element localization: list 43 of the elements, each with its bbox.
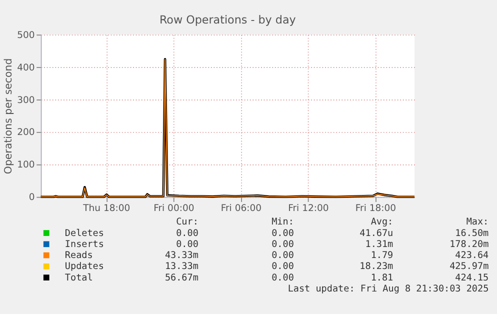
text: 1.81 — [370, 272, 394, 284]
legend-label: Total — [64, 272, 93, 284]
x-tick-label: Fri 18:00 — [355, 203, 396, 214]
text: 16.50m — [455, 228, 490, 239]
text: Last update: Fri Aug 8 21:30:03 2025 — [288, 283, 489, 294]
text: 43.33m — [164, 250, 199, 262]
y-tick-label: 100 — [17, 160, 35, 171]
text: 0.00 — [176, 228, 198, 239]
text: 0.00 — [272, 250, 294, 262]
legend-label: Reads — [64, 250, 93, 262]
x-tick-label: Fri 12:00 — [288, 203, 329, 214]
text: 424.15 — [455, 272, 489, 284]
chart-title: Row Operations - by day — [159, 13, 296, 26]
text: Min: — [272, 216, 294, 228]
y-tick-label: 400 — [17, 62, 35, 74]
text: 13.33m — [164, 261, 199, 272]
text: 0.00 — [176, 238, 198, 250]
x-tick-label: Fri 00:00 — [154, 203, 194, 214]
text: 18.23m — [360, 261, 394, 272]
text: Max: — [466, 216, 489, 228]
text: 0.00 — [272, 228, 294, 239]
legend-label: Deletes — [64, 228, 104, 239]
text: 1.79 — [370, 250, 394, 262]
y-tick-label: 200 — [17, 127, 35, 138]
text: 0.00 — [272, 261, 294, 272]
text: 425.97m — [450, 261, 490, 272]
x-tick-label: Thu 18:00 — [82, 203, 130, 214]
text: 0.00 — [272, 238, 294, 250]
x-tick-label: Fri 06:00 — [220, 203, 262, 214]
y-tick-label: 500 — [17, 30, 35, 41]
text: Cur: — [176, 216, 198, 228]
text: 1.31m — [365, 238, 394, 250]
text: 178.20m — [450, 238, 490, 250]
legend-label: Updates — [64, 261, 104, 272]
text: 423.64 — [455, 250, 490, 262]
y-axis-title: Operations per second — [4, 58, 15, 174]
text: 0.00 — [272, 272, 294, 284]
y-tick-label: 300 — [17, 94, 35, 106]
text: 41.67u — [360, 228, 394, 239]
y-tick-label: 0 — [28, 192, 35, 204]
text: Avg: — [370, 216, 394, 228]
legend-label: Inserts — [64, 238, 104, 250]
text: 56.67m — [164, 272, 199, 284]
